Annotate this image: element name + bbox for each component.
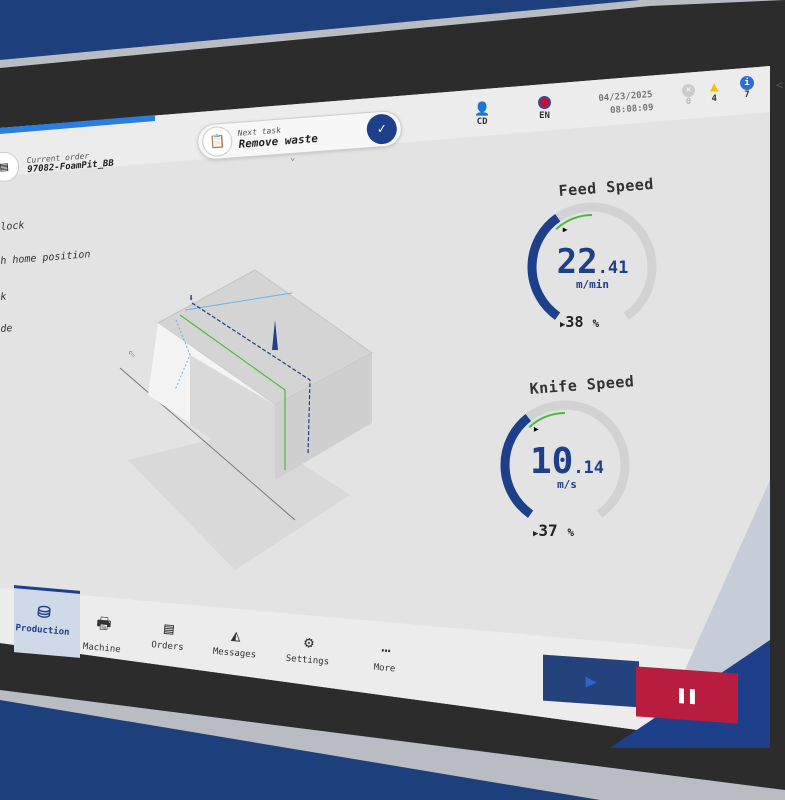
knife-speed-unit: m/s bbox=[557, 478, 577, 491]
errors-indicator[interactable]: ✕ 0 bbox=[682, 84, 695, 107]
task-list-item[interactable]: lock bbox=[0, 220, 25, 233]
language-button[interactable]: EN bbox=[538, 96, 551, 121]
gauge-target-arc bbox=[528, 412, 566, 429]
nav-label: More bbox=[373, 662, 396, 675]
info-icon: i bbox=[740, 76, 754, 90]
knife-speed-readout: 10.14 m/s bbox=[522, 441, 612, 491]
info-indicator[interactable]: i 7 bbox=[740, 76, 754, 100]
task-list-item[interactable]: k bbox=[0, 291, 7, 303]
feed-speed-decimals: .41 bbox=[597, 258, 629, 278]
chevron-down-icon[interactable]: ⌄ bbox=[290, 153, 296, 163]
percent-sign: % bbox=[567, 526, 574, 539]
screen bbox=[0, 66, 770, 748]
feed-percent-value: 38 bbox=[565, 313, 584, 331]
knife-speed-percent: ▶37 % bbox=[533, 521, 574, 540]
machine-icon: 🖶 bbox=[95, 613, 113, 634]
feed-speed-readout: 22.41 m/min bbox=[550, 242, 635, 291]
user-initials: CD bbox=[476, 117, 488, 127]
knife-speed-gauge: ▶ bbox=[500, 400, 630, 518]
uk-flag-icon bbox=[538, 96, 551, 109]
clipboard-icon: 📋 bbox=[201, 125, 234, 158]
user-icon: 👤 bbox=[474, 102, 491, 117]
block-front bbox=[275, 353, 372, 480]
error-icon: ✕ bbox=[682, 84, 695, 97]
direction-arrow-icon: ⇖ bbox=[128, 345, 136, 361]
nav-more[interactable]: ⋯ More bbox=[353, 638, 418, 676]
feed-speed-value: 22 bbox=[556, 242, 598, 282]
info-count: 7 bbox=[744, 90, 750, 100]
feed-speed-gauge: ▶ bbox=[527, 202, 657, 320]
progress-bar bbox=[0, 115, 155, 134]
knife-speed-decimals: .14 bbox=[573, 458, 605, 478]
warnings-count: 4 bbox=[711, 94, 717, 104]
complete-task-button[interactable]: ✓ bbox=[365, 112, 398, 146]
gauge-value-arc bbox=[527, 214, 561, 320]
document-icon: ▤ bbox=[0, 150, 21, 183]
knife-icon bbox=[272, 320, 278, 350]
nav-production[interactable]: ⛁ Production bbox=[11, 600, 76, 638]
task-list-item[interactable]: de bbox=[0, 323, 13, 335]
marker-icon: ⬇ bbox=[188, 293, 194, 304]
bottom-nav-bar bbox=[0, 588, 770, 748]
nav-machine[interactable]: 🖶 Machine bbox=[70, 610, 135, 656]
play-icon: ▶ bbox=[585, 670, 597, 692]
play-small-icon: ▶ bbox=[533, 529, 539, 539]
gear-icon: ⚙ bbox=[303, 632, 315, 653]
datetime: 04/23/2025 08:08:09 bbox=[598, 89, 654, 119]
gauge-target-arc bbox=[555, 214, 593, 231]
feed-speed-unit: m/min bbox=[575, 278, 610, 291]
production-icon: ⛁ bbox=[36, 602, 52, 623]
gauge-pointer-icon: ▶ bbox=[563, 225, 568, 234]
play-small-icon: ▶ bbox=[560, 320, 566, 330]
more-icon: ⋯ bbox=[380, 640, 392, 661]
errors-count: 0 bbox=[685, 97, 692, 107]
orders-icon: ▤ bbox=[163, 618, 175, 639]
nav-orders[interactable]: ▤ Orders bbox=[136, 616, 201, 654]
play-button[interactable]: ▶ bbox=[543, 654, 639, 708]
percent-sign: % bbox=[592, 317, 600, 330]
pause-button[interactable]: ❚❚ bbox=[636, 666, 738, 724]
nav-messages[interactable]: ◭ Messages bbox=[203, 623, 268, 661]
check-icon: ✓ bbox=[377, 120, 387, 138]
user-button[interactable]: 👤 CD bbox=[474, 102, 490, 127]
collapse-button[interactable]: < bbox=[776, 78, 784, 92]
feed-speed-percent: ▶38 % bbox=[560, 313, 599, 331]
pause-icon: ❚❚ bbox=[676, 683, 698, 707]
knife-percent-value: 37 bbox=[538, 521, 558, 540]
knife-speed-value: 10 bbox=[529, 441, 574, 482]
gauge-pointer-icon: ▶ bbox=[534, 425, 539, 434]
warnings-indicator[interactable]: ▲ 4 bbox=[710, 80, 718, 104]
nav-settings[interactable]: ⚙ Settings bbox=[276, 630, 341, 668]
gauge-value-arc bbox=[500, 413, 534, 518]
language-label: EN bbox=[539, 111, 550, 121]
foam-block-3d-view: ⬇ ⇖ bbox=[119, 269, 373, 570]
messages-icon: ◭ bbox=[230, 625, 242, 646]
warning-icon: ▲ bbox=[710, 79, 719, 95]
